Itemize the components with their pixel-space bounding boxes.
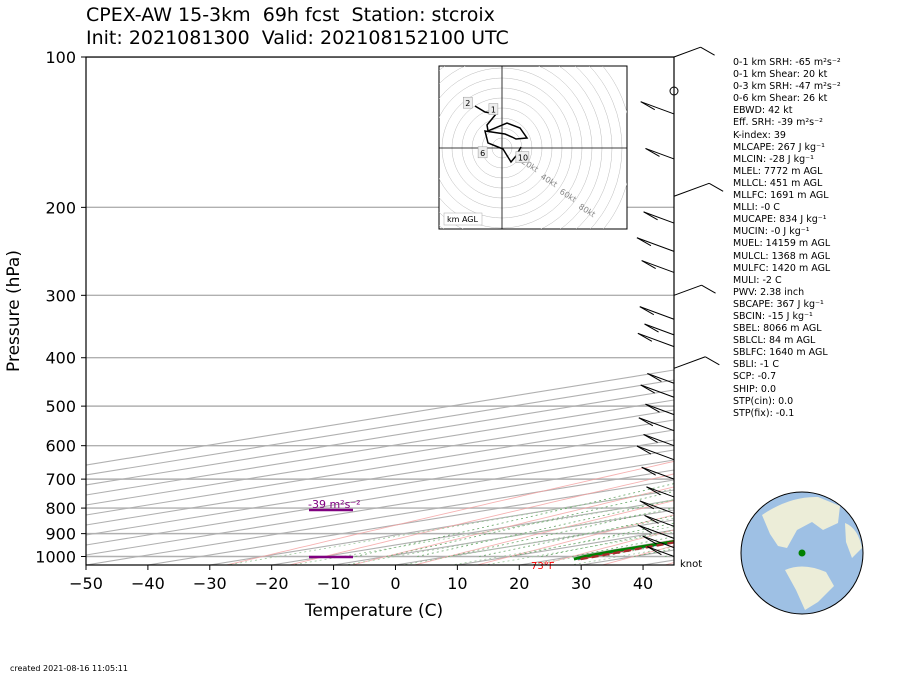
wind-barb bbox=[644, 212, 674, 223]
param-row: Eff. SRH: -39 m²s⁻² bbox=[733, 117, 841, 129]
created-timestamp: created 2021-08-16 11:05:11 bbox=[10, 664, 128, 673]
y-tick-label: 200 bbox=[45, 198, 76, 217]
y-tick-label: 1000 bbox=[35, 547, 76, 566]
wind-barb bbox=[674, 285, 702, 295]
wind-barb-flag bbox=[705, 357, 719, 365]
hodograph-frame bbox=[439, 66, 627, 229]
hodograph-height-label: 6 bbox=[480, 149, 485, 158]
param-row: MLLFC: 1691 m AGL bbox=[733, 190, 841, 202]
x-tick-label: −30 bbox=[193, 574, 227, 593]
y-tick-label: 800 bbox=[45, 499, 76, 518]
x-tick-label: −40 bbox=[131, 574, 165, 593]
x-tick-label: 30 bbox=[571, 574, 591, 593]
surface-temp-label: 73°F bbox=[531, 561, 555, 572]
y-tick-label: 700 bbox=[45, 470, 76, 489]
hodograph-agl-label: km AGL bbox=[447, 215, 479, 224]
hodograph-height-label: 10 bbox=[518, 154, 528, 163]
x-axis-label: Temperature (C) bbox=[304, 601, 443, 621]
y-tick-label: 400 bbox=[45, 349, 76, 368]
x-tick-label: −50 bbox=[69, 574, 103, 593]
param-row: MULCL: 1368 m AGL bbox=[733, 251, 841, 263]
param-row: SCP: -0.7 bbox=[733, 371, 841, 383]
wind-barb bbox=[637, 446, 674, 460]
param-row: 0-1 km SRH: -65 m²s⁻² bbox=[733, 57, 841, 69]
effective-srh-label: -39 m²s⁻² bbox=[308, 498, 361, 511]
param-row: MLEL: 7772 m AGL bbox=[733, 166, 841, 178]
y-tick-label: 100 bbox=[45, 48, 76, 67]
param-row: 0-3 km SRH: -47 m²s⁻² bbox=[733, 81, 841, 93]
param-row: PWV: 2.38 inch bbox=[733, 287, 841, 299]
barb-unit-label: knot bbox=[680, 559, 702, 570]
wind-barb bbox=[640, 307, 674, 320]
moist-adiabat bbox=[541, 207, 906, 556]
y-tick-label: 300 bbox=[45, 286, 76, 305]
x-tick-label: −10 bbox=[317, 574, 351, 593]
station-marker bbox=[799, 550, 806, 557]
param-row: SBCAPE: 367 J kg⁻¹ bbox=[733, 299, 841, 311]
x-tick-label: 20 bbox=[509, 574, 529, 593]
param-row: SBLFC: 1640 m AGL bbox=[733, 347, 841, 359]
wind-barb bbox=[674, 47, 701, 57]
param-row: MULI: -2 C bbox=[733, 275, 841, 287]
param-row: 0-6 km Shear: 26 kt bbox=[733, 93, 841, 105]
param-row: MLLI: -0 C bbox=[733, 202, 841, 214]
y-tick-label: 600 bbox=[45, 437, 76, 456]
param-row: SHIP: 0.0 bbox=[733, 384, 841, 396]
wind-barb bbox=[674, 357, 705, 369]
hodograph-height-label: 1 bbox=[491, 106, 496, 115]
param-row: MLCIN: -28 J kg⁻¹ bbox=[733, 154, 841, 166]
param-row: MUEL: 14159 m AGL bbox=[733, 238, 841, 250]
hodograph-height-label: 2 bbox=[465, 99, 470, 108]
wind-barb bbox=[641, 102, 674, 114]
wind-barbs bbox=[637, 47, 723, 556]
x-tick-label: 40 bbox=[633, 574, 653, 593]
param-row: MLCAPE: 267 J kg⁻¹ bbox=[733, 142, 841, 154]
chart-title: CPEX-AW 15-3km 69h fcst Station: stcroix bbox=[86, 4, 495, 26]
wind-barb-flag bbox=[701, 47, 715, 55]
y-axis-label: Pressure (hPa) bbox=[4, 250, 24, 372]
wind-barb bbox=[646, 148, 675, 159]
x-tick-label: 0 bbox=[390, 574, 400, 593]
location-globe bbox=[741, 492, 863, 614]
param-row: MUCIN: -0 J kg⁻¹ bbox=[733, 226, 841, 238]
param-row: SBLI: -1 C bbox=[733, 359, 841, 371]
wind-barb bbox=[674, 183, 709, 196]
wind-barb bbox=[638, 333, 674, 346]
moist-adiabat bbox=[510, 207, 906, 556]
y-tick-label: 900 bbox=[45, 525, 76, 544]
x-tick-label: −20 bbox=[255, 574, 289, 593]
param-row: STP(cin): 0.0 bbox=[733, 396, 841, 408]
param-row: K-index: 39 bbox=[733, 130, 841, 142]
sounding-parameters: 0-1 km SRH: -65 m²s⁻² 0-1 km Shear: 20 k… bbox=[733, 57, 841, 420]
wind-barb-flag bbox=[702, 285, 716, 293]
x-tick-label: 10 bbox=[447, 574, 467, 593]
param-row: EBWD: 42 kt bbox=[733, 105, 841, 117]
param-row: SBLCL: 84 m AGL bbox=[733, 335, 841, 347]
wind-barb bbox=[642, 261, 674, 273]
param-row: STP(fix): -0.1 bbox=[733, 408, 841, 420]
param-row: MLLCL: 451 m AGL bbox=[733, 178, 841, 190]
y-tick-label: 500 bbox=[45, 397, 76, 416]
param-row: SBCIN: -15 J kg⁻¹ bbox=[733, 311, 841, 323]
param-row: 0-1 km Shear: 20 kt bbox=[733, 69, 841, 81]
wind-barb-flag bbox=[709, 183, 723, 191]
wind-barb bbox=[639, 418, 674, 431]
param-row: MULFC: 1420 m AGL bbox=[733, 263, 841, 275]
wind-barb bbox=[645, 324, 674, 335]
dry-adiabat bbox=[853, 57, 906, 565]
wind-barb bbox=[637, 238, 674, 252]
param-row: SBEL: 8066 m AGL bbox=[733, 323, 841, 335]
chart-subtitle: Init: 2021081300 Valid: 202108152100 UTC bbox=[86, 27, 509, 49]
param-row: MUCAPE: 834 J kg⁻¹ bbox=[733, 214, 841, 226]
